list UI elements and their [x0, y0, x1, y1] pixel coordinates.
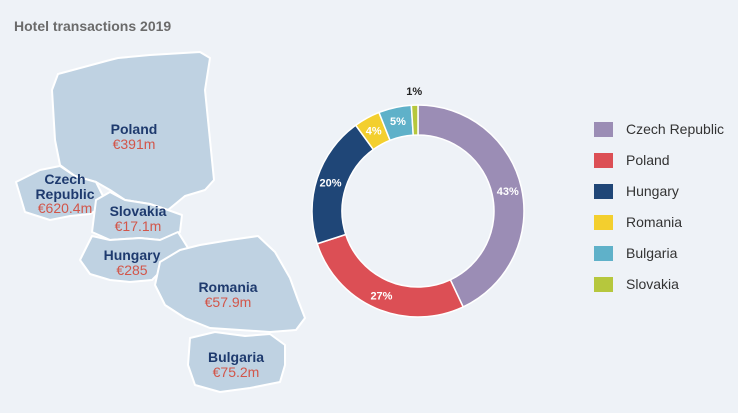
map-label-bulgaria: Bulgaria €75.2m: [196, 350, 276, 379]
donut-label-poland: 27%: [370, 290, 392, 302]
donut-slice-slovakia: [410, 104, 419, 136]
country-name: Bulgaria: [207, 349, 264, 365]
donut-label-bulgaria: 5%: [390, 116, 406, 128]
map-label-romania: Romania €57.9m: [188, 280, 268, 309]
map-label-hungary: Hungary €285: [92, 248, 172, 277]
country-name-line-2: Republic: [35, 185, 95, 202]
legend-swatch: [594, 153, 613, 168]
legend-swatch: [594, 122, 613, 137]
map-label-slovakia: Slovakia €17.1m: [98, 204, 178, 233]
country-name: Slovakia: [109, 203, 167, 219]
country-value: €285: [116, 261, 148, 278]
country-value: €57.9m: [204, 293, 252, 310]
legend-label: Hungary: [626, 183, 679, 199]
legend-swatch: [594, 184, 613, 199]
country-value: €620.4m: [37, 200, 93, 217]
legend-label: Romania: [626, 214, 683, 230]
legend-label: Bulgaria: [626, 245, 678, 261]
legend-label: Poland: [626, 152, 670, 168]
legend-label: Slovakia: [626, 276, 679, 292]
map-shape-romania: [154, 235, 306, 333]
donut-slice-poland: [316, 233, 465, 318]
map-label-czech-republic: Czech Republic €620.4m: [22, 172, 108, 216]
donut-label-romania: 4%: [366, 125, 382, 137]
country-name: Czech Republic: [22, 172, 108, 201]
country-value: €75.2m: [212, 363, 260, 380]
country-name: Romania: [198, 279, 258, 295]
legend-swatch: [594, 277, 613, 292]
country-value: €17.1m: [114, 217, 162, 234]
donut-label-slovakia: 1%: [406, 86, 422, 98]
map-label-poland: Poland €391m: [94, 122, 174, 151]
country-name: Hungary: [103, 247, 161, 263]
country-name-line-1: Czech: [44, 171, 86, 187]
legend-swatch: [594, 215, 613, 230]
map-shape-bulgaria: [187, 331, 286, 393]
chart-title: Hotel transactions 2019: [14, 18, 172, 34]
country-value: €391m: [112, 135, 156, 152]
donut-label-hungary: 20%: [319, 178, 341, 190]
legend-swatch: [594, 246, 613, 261]
country-name: Poland: [110, 121, 158, 137]
donut-label-czech-republic: 43%: [497, 186, 519, 198]
legend-label: Czech Republic: [626, 121, 725, 137]
donut-slice-czech-republic: [417, 104, 525, 308]
